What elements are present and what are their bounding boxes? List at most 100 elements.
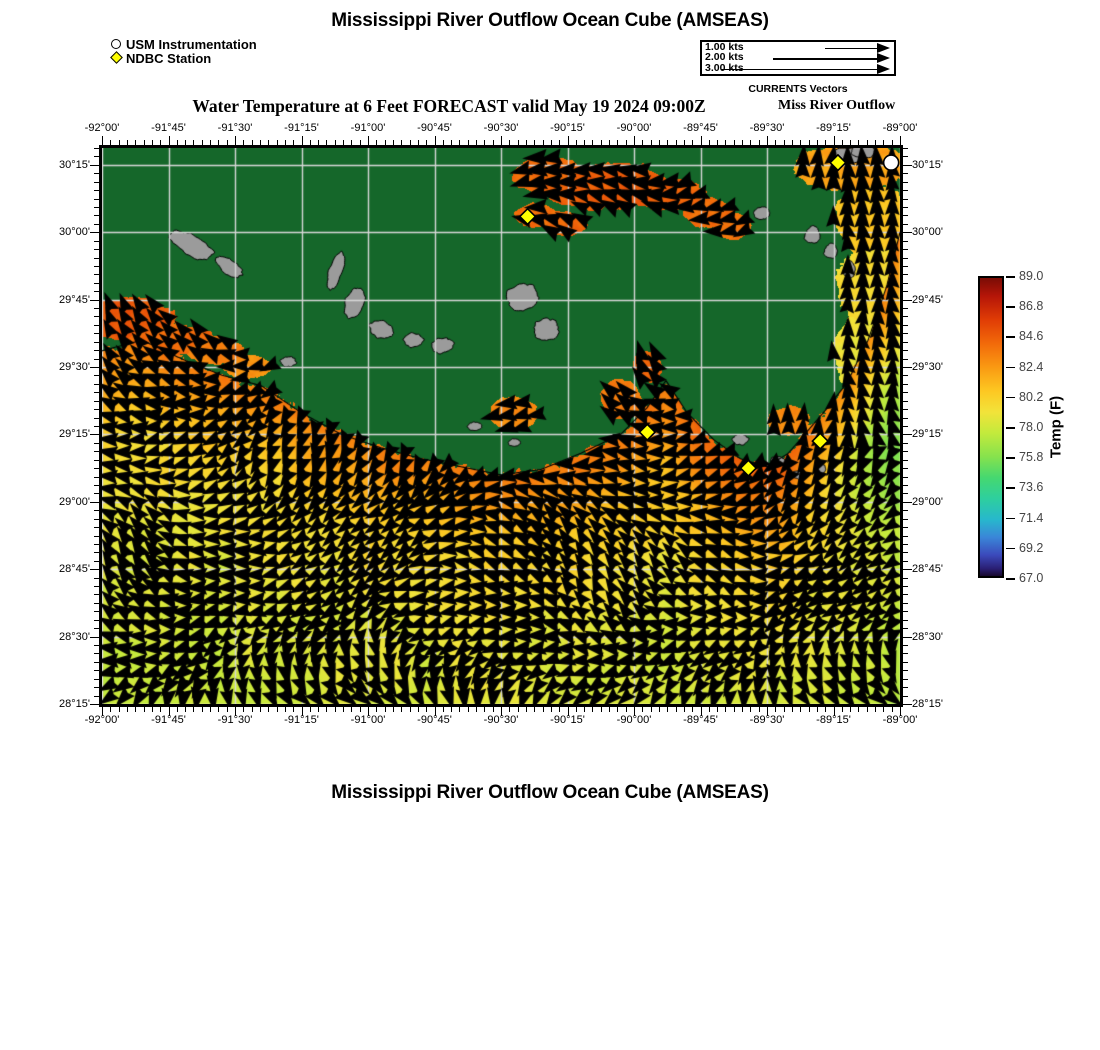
axis-tick bbox=[392, 707, 394, 712]
axis-tick bbox=[276, 707, 278, 712]
axis-tick bbox=[903, 240, 908, 242]
axis-tick bbox=[301, 136, 303, 145]
lat-tick-label-right: 30°00' bbox=[912, 226, 943, 239]
axis-tick bbox=[218, 707, 220, 712]
axis-tick bbox=[866, 707, 868, 712]
vector-legend-label-3: 3.00 kts bbox=[705, 61, 744, 74]
axis-tick bbox=[903, 484, 908, 486]
axis-tick bbox=[758, 707, 760, 712]
axis-tick bbox=[903, 602, 908, 604]
vector-legend-row: 2.00 kts bbox=[702, 51, 894, 63]
axis-tick bbox=[90, 501, 99, 503]
lon-tick-label-top: -92°00' bbox=[84, 122, 120, 134]
colorbar-tick bbox=[1006, 427, 1015, 429]
axis-tick bbox=[625, 707, 627, 712]
axis-tick bbox=[201, 707, 203, 712]
axis-tick bbox=[293, 707, 295, 712]
axis-tick bbox=[903, 569, 912, 571]
axis-tick bbox=[903, 645, 908, 647]
axis-tick bbox=[767, 707, 768, 716]
lon-tick-label-bottom: -90°45' bbox=[417, 714, 452, 726]
ndbc-station-marker[interactable] bbox=[811, 432, 830, 451]
axis-tick bbox=[534, 707, 536, 712]
lat-tick-label-left: 28°45' bbox=[59, 563, 90, 576]
lat-tick-label-left: 29°15' bbox=[59, 428, 90, 441]
colorbar-tick bbox=[1006, 487, 1015, 489]
axis-tick bbox=[903, 274, 908, 276]
axis-tick bbox=[168, 136, 170, 145]
colorbar-tick-label: 69.2 bbox=[1019, 540, 1044, 555]
axis-tick bbox=[903, 333, 908, 335]
lon-tick-label-top: -90°15' bbox=[550, 122, 585, 134]
lon-tick-label-bottom: -91°00' bbox=[350, 714, 386, 726]
vector-legend-label-2: 2.00 kts bbox=[705, 51, 744, 63]
ndbc-station-marker[interactable] bbox=[518, 207, 537, 226]
axis-tick bbox=[903, 493, 908, 495]
legend-item-ndbc: NDBC Station bbox=[109, 51, 257, 66]
axis-tick bbox=[903, 543, 908, 545]
lat-tick-label-left: 30°00' bbox=[59, 226, 90, 239]
axis-tick bbox=[903, 341, 908, 343]
axis-tick bbox=[708, 707, 710, 712]
vector-line-2 bbox=[773, 58, 877, 60]
lon-tick-label-top: -90°45' bbox=[417, 122, 452, 134]
axis-tick bbox=[903, 628, 908, 630]
axis-tick bbox=[850, 707, 852, 712]
ndbc-station-marker[interactable] bbox=[829, 153, 847, 172]
axis-tick bbox=[903, 594, 908, 596]
axis-tick bbox=[501, 136, 502, 145]
axis-tick bbox=[883, 707, 885, 712]
axis-tick bbox=[791, 707, 793, 712]
lon-tick-label-top: -89°00' bbox=[882, 122, 918, 134]
axis-tick bbox=[90, 367, 99, 369]
axis-tick bbox=[841, 707, 843, 712]
axis-tick bbox=[903, 291, 908, 293]
axis-tick bbox=[700, 707, 702, 716]
axis-tick bbox=[567, 707, 569, 716]
axis-tick bbox=[658, 707, 660, 712]
axis-tick bbox=[650, 707, 652, 712]
axis-tick bbox=[550, 707, 552, 712]
axis-tick bbox=[903, 426, 908, 427]
axis-tick bbox=[368, 136, 369, 145]
axis-tick bbox=[903, 190, 908, 192]
axis-tick bbox=[542, 707, 544, 712]
colorbar-tick-label: 86.8 bbox=[1019, 299, 1044, 314]
colorbar-tick-label: 75.8 bbox=[1019, 450, 1044, 465]
axis-tick bbox=[501, 707, 502, 716]
axis-tick bbox=[226, 707, 228, 712]
axis-tick bbox=[251, 707, 253, 712]
axis-tick bbox=[343, 707, 345, 712]
axis-tick bbox=[742, 707, 744, 712]
axis-tick bbox=[903, 459, 908, 461]
axis-tick bbox=[384, 707, 386, 712]
axis-tick bbox=[767, 136, 768, 145]
axis-tick bbox=[903, 173, 908, 175]
axis-tick bbox=[783, 707, 785, 712]
axis-tick bbox=[318, 707, 320, 712]
station-legend: USM Instrumentation NDBC Station bbox=[109, 38, 257, 66]
axis-tick bbox=[903, 704, 912, 705]
axis-tick bbox=[168, 707, 170, 716]
axis-tick bbox=[903, 358, 908, 360]
map-subtitle-region: Miss River Outflow bbox=[778, 98, 896, 113]
lon-tick-label-bottom: -91°15' bbox=[284, 714, 319, 726]
axis-tick bbox=[326, 707, 328, 712]
axis-tick bbox=[334, 707, 336, 712]
axis-tick bbox=[903, 661, 908, 663]
axis-tick bbox=[903, 249, 908, 251]
axis-tick bbox=[90, 299, 99, 301]
axis-tick bbox=[185, 707, 187, 712]
axis-tick bbox=[118, 707, 120, 712]
ndbc-station-marker[interactable] bbox=[739, 459, 758, 478]
colorbar-tick-label: 73.6 bbox=[1019, 480, 1044, 495]
axis-tick bbox=[800, 707, 802, 712]
ndbc-station-marker[interactable] bbox=[638, 423, 657, 442]
temperature-field-canvas bbox=[102, 148, 900, 704]
axis-tick bbox=[903, 409, 908, 411]
legend-item-usm: USM Instrumentation bbox=[110, 38, 257, 52]
usm-station-marker[interactable] bbox=[882, 154, 900, 171]
axis-tick bbox=[903, 527, 908, 529]
map-plot-area[interactable] bbox=[99, 145, 903, 707]
axis-tick bbox=[750, 707, 752, 712]
